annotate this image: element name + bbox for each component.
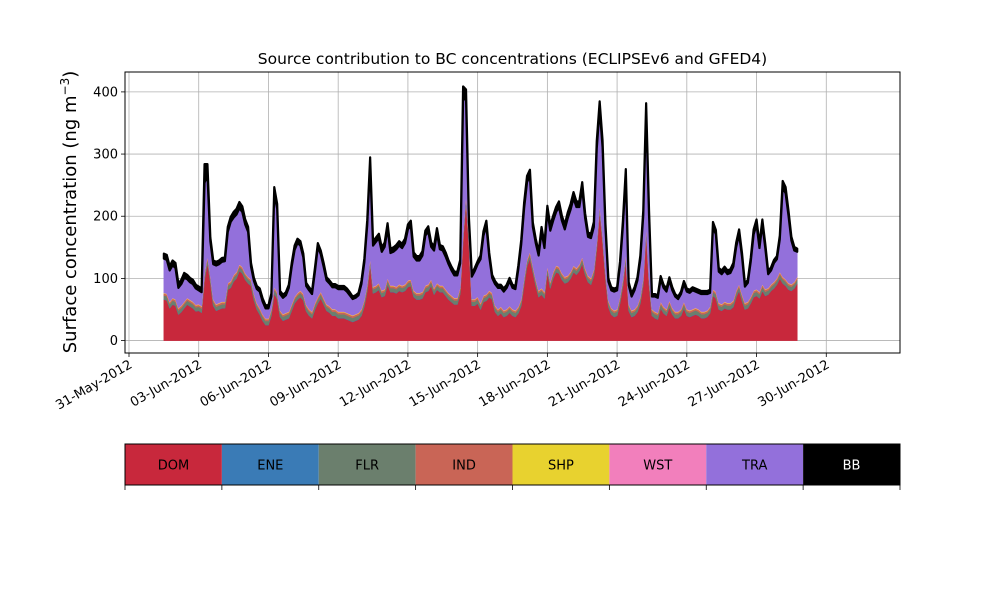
plot-border — [124, 71, 901, 354]
grid-lines — [125, 72, 900, 353]
legend-swatch-ene — [221, 444, 319, 485]
legend-swatch-ind — [415, 444, 513, 485]
legend-swatch-flr — [318, 444, 416, 485]
legend-label-tra: TRA — [741, 459, 767, 474]
legend-label-wst: WST — [643, 459, 672, 474]
y-tick-label: 300 — [93, 148, 118, 163]
area-bb — [162, 85, 799, 310]
legend-swatch-shp — [512, 444, 610, 485]
y-tick-label: 200 — [93, 210, 118, 225]
legend-swatch-dom — [125, 444, 222, 485]
legend-label-ene: ENE — [257, 459, 283, 474]
y-axis-label-close: ) — [60, 71, 81, 78]
legend: DOM ENE FLR IND SHP WST TRA BB — [124, 443, 901, 490]
y-axis-label-text: Surface concentration (ng m — [60, 95, 81, 353]
legend-border — [124, 443, 901, 486]
legend-swatch-bb — [803, 444, 900, 485]
y-axis-label: Surface concentration (ng m−3) — [58, 71, 81, 354]
legend-swatch-wst — [609, 444, 707, 485]
legend-swatch-tra — [706, 444, 804, 485]
chart-title: Source contribution to BC concentrations… — [258, 50, 767, 68]
legend-label-flr: FLR — [355, 459, 379, 474]
y-tick-label: 400 — [93, 85, 118, 100]
y-axis-label-unit: −3 — [58, 78, 72, 96]
y-tick-label: 100 — [93, 272, 118, 287]
legend-label-shp: SHP — [548, 459, 574, 474]
stacked-areas — [162, 85, 799, 341]
legend-label-dom: DOM — [158, 459, 189, 474]
legend-label-ind: IND — [452, 459, 476, 474]
plot-frame — [124, 71, 901, 354]
legend-label-bb: BB — [843, 459, 861, 474]
y-tick-label: 0 — [110, 334, 118, 349]
